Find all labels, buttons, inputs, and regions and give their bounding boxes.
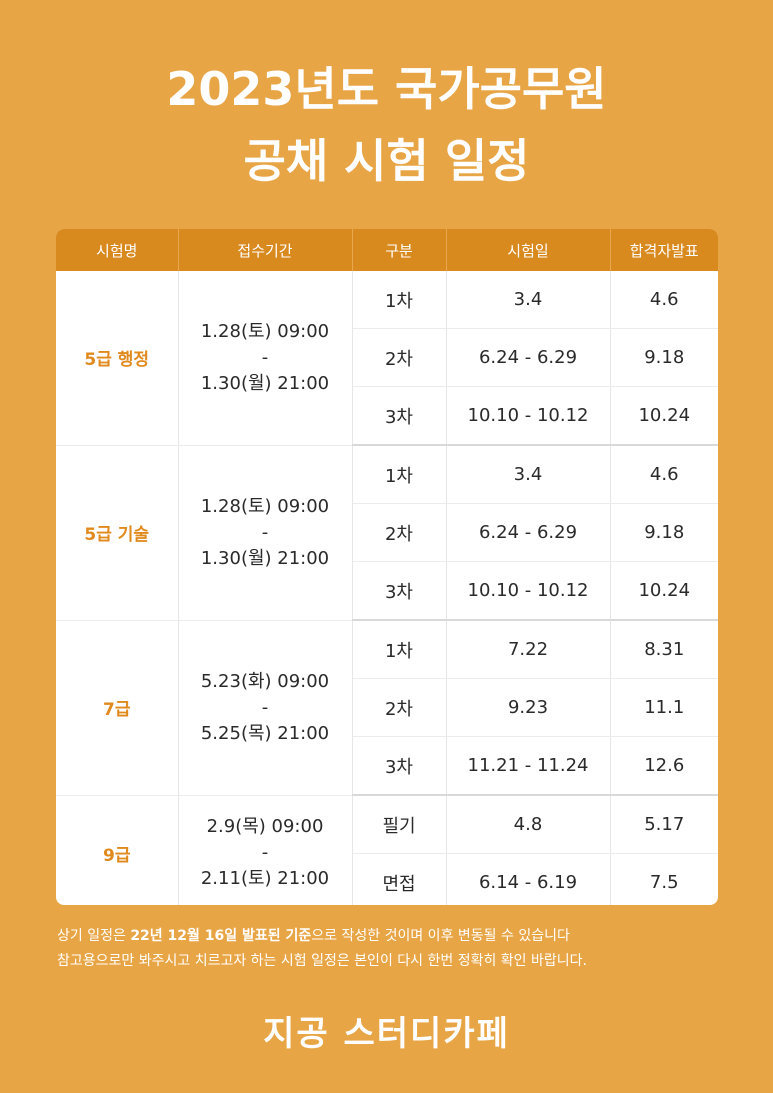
period-separator: - xyxy=(261,521,269,543)
result-date-cell: 8.31 xyxy=(610,620,718,679)
result-date-cell: 4.6 xyxy=(610,445,718,504)
stage-cell: 2차 xyxy=(352,503,447,562)
result-date-cell: 12.6 xyxy=(610,736,718,796)
stage-cell: 3차 xyxy=(352,386,447,446)
result-date-cell: 11.1 xyxy=(610,678,718,737)
note-line-2: 참고용으로만 봐주시고 치르고자 하는 시험 일정은 본인이 다시 한번 정확히… xyxy=(57,953,587,969)
result-date-cell: 4.6 xyxy=(610,271,718,329)
result-date-cell: 10.24 xyxy=(610,386,718,446)
brand-name: 지공 스터디카페 xyxy=(263,1014,510,1054)
period-separator: - xyxy=(261,696,269,718)
exam-date-cell: 4.8 xyxy=(446,795,611,854)
exam-name: 9급 xyxy=(56,795,179,905)
title-line-1: 2023년도 국가공무원 xyxy=(166,62,607,116)
stage-cell: 1차 xyxy=(352,620,447,679)
stage-cell: 3차 xyxy=(352,736,447,796)
period-end: 5.25(목) 21:00 xyxy=(200,722,330,744)
result-date-cell: 9.18 xyxy=(610,503,718,562)
period-start: 1.28(토) 09:00 xyxy=(200,320,330,342)
application-period: 1.28(토) 09:00 - 1.30(월) 21:00 xyxy=(178,271,353,446)
stage-cell: 2차 xyxy=(352,678,447,737)
note-text: 상기 일정은 xyxy=(57,928,131,944)
table-row: 3차 10.10 - 10.12 10.24 xyxy=(56,386,718,446)
stage-cell: 면접 xyxy=(352,853,447,905)
stage-cell: 필기 xyxy=(352,795,447,854)
result-date-cell: 10.24 xyxy=(610,561,718,621)
result-date-cell: 5.17 xyxy=(610,795,718,854)
table-row: 5급 행정 1.28(토) 09:00 - 1.30(월) 21:00 1차 3… xyxy=(56,271,718,446)
exam-date-cell: 11.21 - 11.24 xyxy=(446,736,611,796)
period-start: 1.28(토) 09:00 xyxy=(200,495,330,517)
exam-name: 5급 기술 xyxy=(56,445,179,621)
exam-date-cell: 10.10 - 10.12 xyxy=(446,561,611,621)
header-result-date: 합격자발표 xyxy=(610,229,718,271)
table-header-row: 시험명 접수기간 구분 시험일 합격자발표 xyxy=(56,229,718,271)
application-period: 1.28(토) 09:00 - 1.30(월) 21:00 xyxy=(178,445,353,621)
stage-cell: 1차 xyxy=(352,445,447,504)
disclaimer-notes: 상기 일정은 22년 12월 16일 발표된 기준으로 작성한 것이며 이후 변… xyxy=(57,924,757,974)
header-stage: 구분 xyxy=(352,229,447,271)
title-line-2: 공채 시험 일정 xyxy=(243,134,530,188)
table-row: 2차 6.24 - 6.29 9.18 xyxy=(56,503,718,562)
stage-cell: 2차 xyxy=(352,328,447,387)
table-row: 3차 10.10 - 10.12 10.24 xyxy=(56,561,718,621)
exam-date-cell: 6.14 - 6.19 xyxy=(446,853,611,905)
table-row: 2차 6.24 - 6.29 9.18 xyxy=(56,328,718,387)
exam-name: 5급 행정 xyxy=(56,271,179,446)
period-separator: - xyxy=(261,346,269,368)
exam-date-cell: 6.24 - 6.29 xyxy=(446,503,611,562)
table-row: 3차 11.21 - 11.24 12.6 xyxy=(56,736,718,796)
period-end: 2.11(토) 21:00 xyxy=(200,868,330,889)
table-row: 7급 5.23(화) 09:00 - 5.25(목) 21:00 1차 7.22… xyxy=(56,620,718,796)
period-start: 2.9(목) 09:00 xyxy=(206,816,324,837)
exam-name: 7급 xyxy=(56,620,179,796)
application-period: 2.9(목) 09:00 - 2.11(토) 21:00 xyxy=(178,795,353,905)
note-text: 으로 작성한 것이며 이후 변동될 수 있습니다 xyxy=(311,928,570,944)
exam-date-cell: 10.10 - 10.12 xyxy=(446,386,611,446)
exam-date-cell: 3.4 xyxy=(446,445,611,504)
result-date-cell: 7.5 xyxy=(649,872,679,893)
table-row: 9급 2.9(목) 09:00 - 2.11(토) 21:00 필기 4.8 5… xyxy=(56,795,718,905)
exam-date-cell: 9.23 xyxy=(446,678,611,737)
period-separator: - xyxy=(261,842,269,863)
schedule-table: 시험명 접수기간 구분 시험일 합격자발표 5급 행정 1.28(토) 09:0… xyxy=(56,229,718,905)
table-row: 면접 6.14 - 6.19 7.5 xyxy=(56,853,718,905)
note-highlight: 22년 12월 16일 발표된 기준 xyxy=(130,928,312,944)
application-period: 5.23(화) 09:00 - 5.25(목) 21:00 xyxy=(178,620,353,796)
header-exam-date: 시험일 xyxy=(446,229,611,271)
table-row: 2차 9.23 11.1 xyxy=(56,678,718,737)
table-row: 5급 기술 1.28(토) 09:00 - 1.30(월) 21:00 1차 3… xyxy=(56,445,718,621)
period-end: 1.30(월) 21:00 xyxy=(200,547,330,569)
schedule-card: 시험명 접수기간 구분 시험일 합격자발표 5급 행정 1.28(토) 09:0… xyxy=(56,229,718,905)
period-end: 1.30(월) 21:00 xyxy=(200,372,330,394)
stage-cell: 3차 xyxy=(352,561,447,621)
header-exam-name: 시험명 xyxy=(56,229,179,271)
exam-date-cell: 7.22 xyxy=(446,620,611,679)
header-application-period: 접수기간 xyxy=(178,229,353,271)
exam-date-cell: 3.4 xyxy=(446,271,611,329)
exam-date-cell: 6.24 - 6.29 xyxy=(446,328,611,387)
result-date-cell: 9.18 xyxy=(610,328,718,387)
note-line-1: 상기 일정은 22년 12월 16일 발표된 기준으로 작성한 것이며 이후 변… xyxy=(57,924,757,949)
stage-cell: 1차 xyxy=(352,271,447,329)
period-start: 5.23(화) 09:00 xyxy=(200,670,330,692)
